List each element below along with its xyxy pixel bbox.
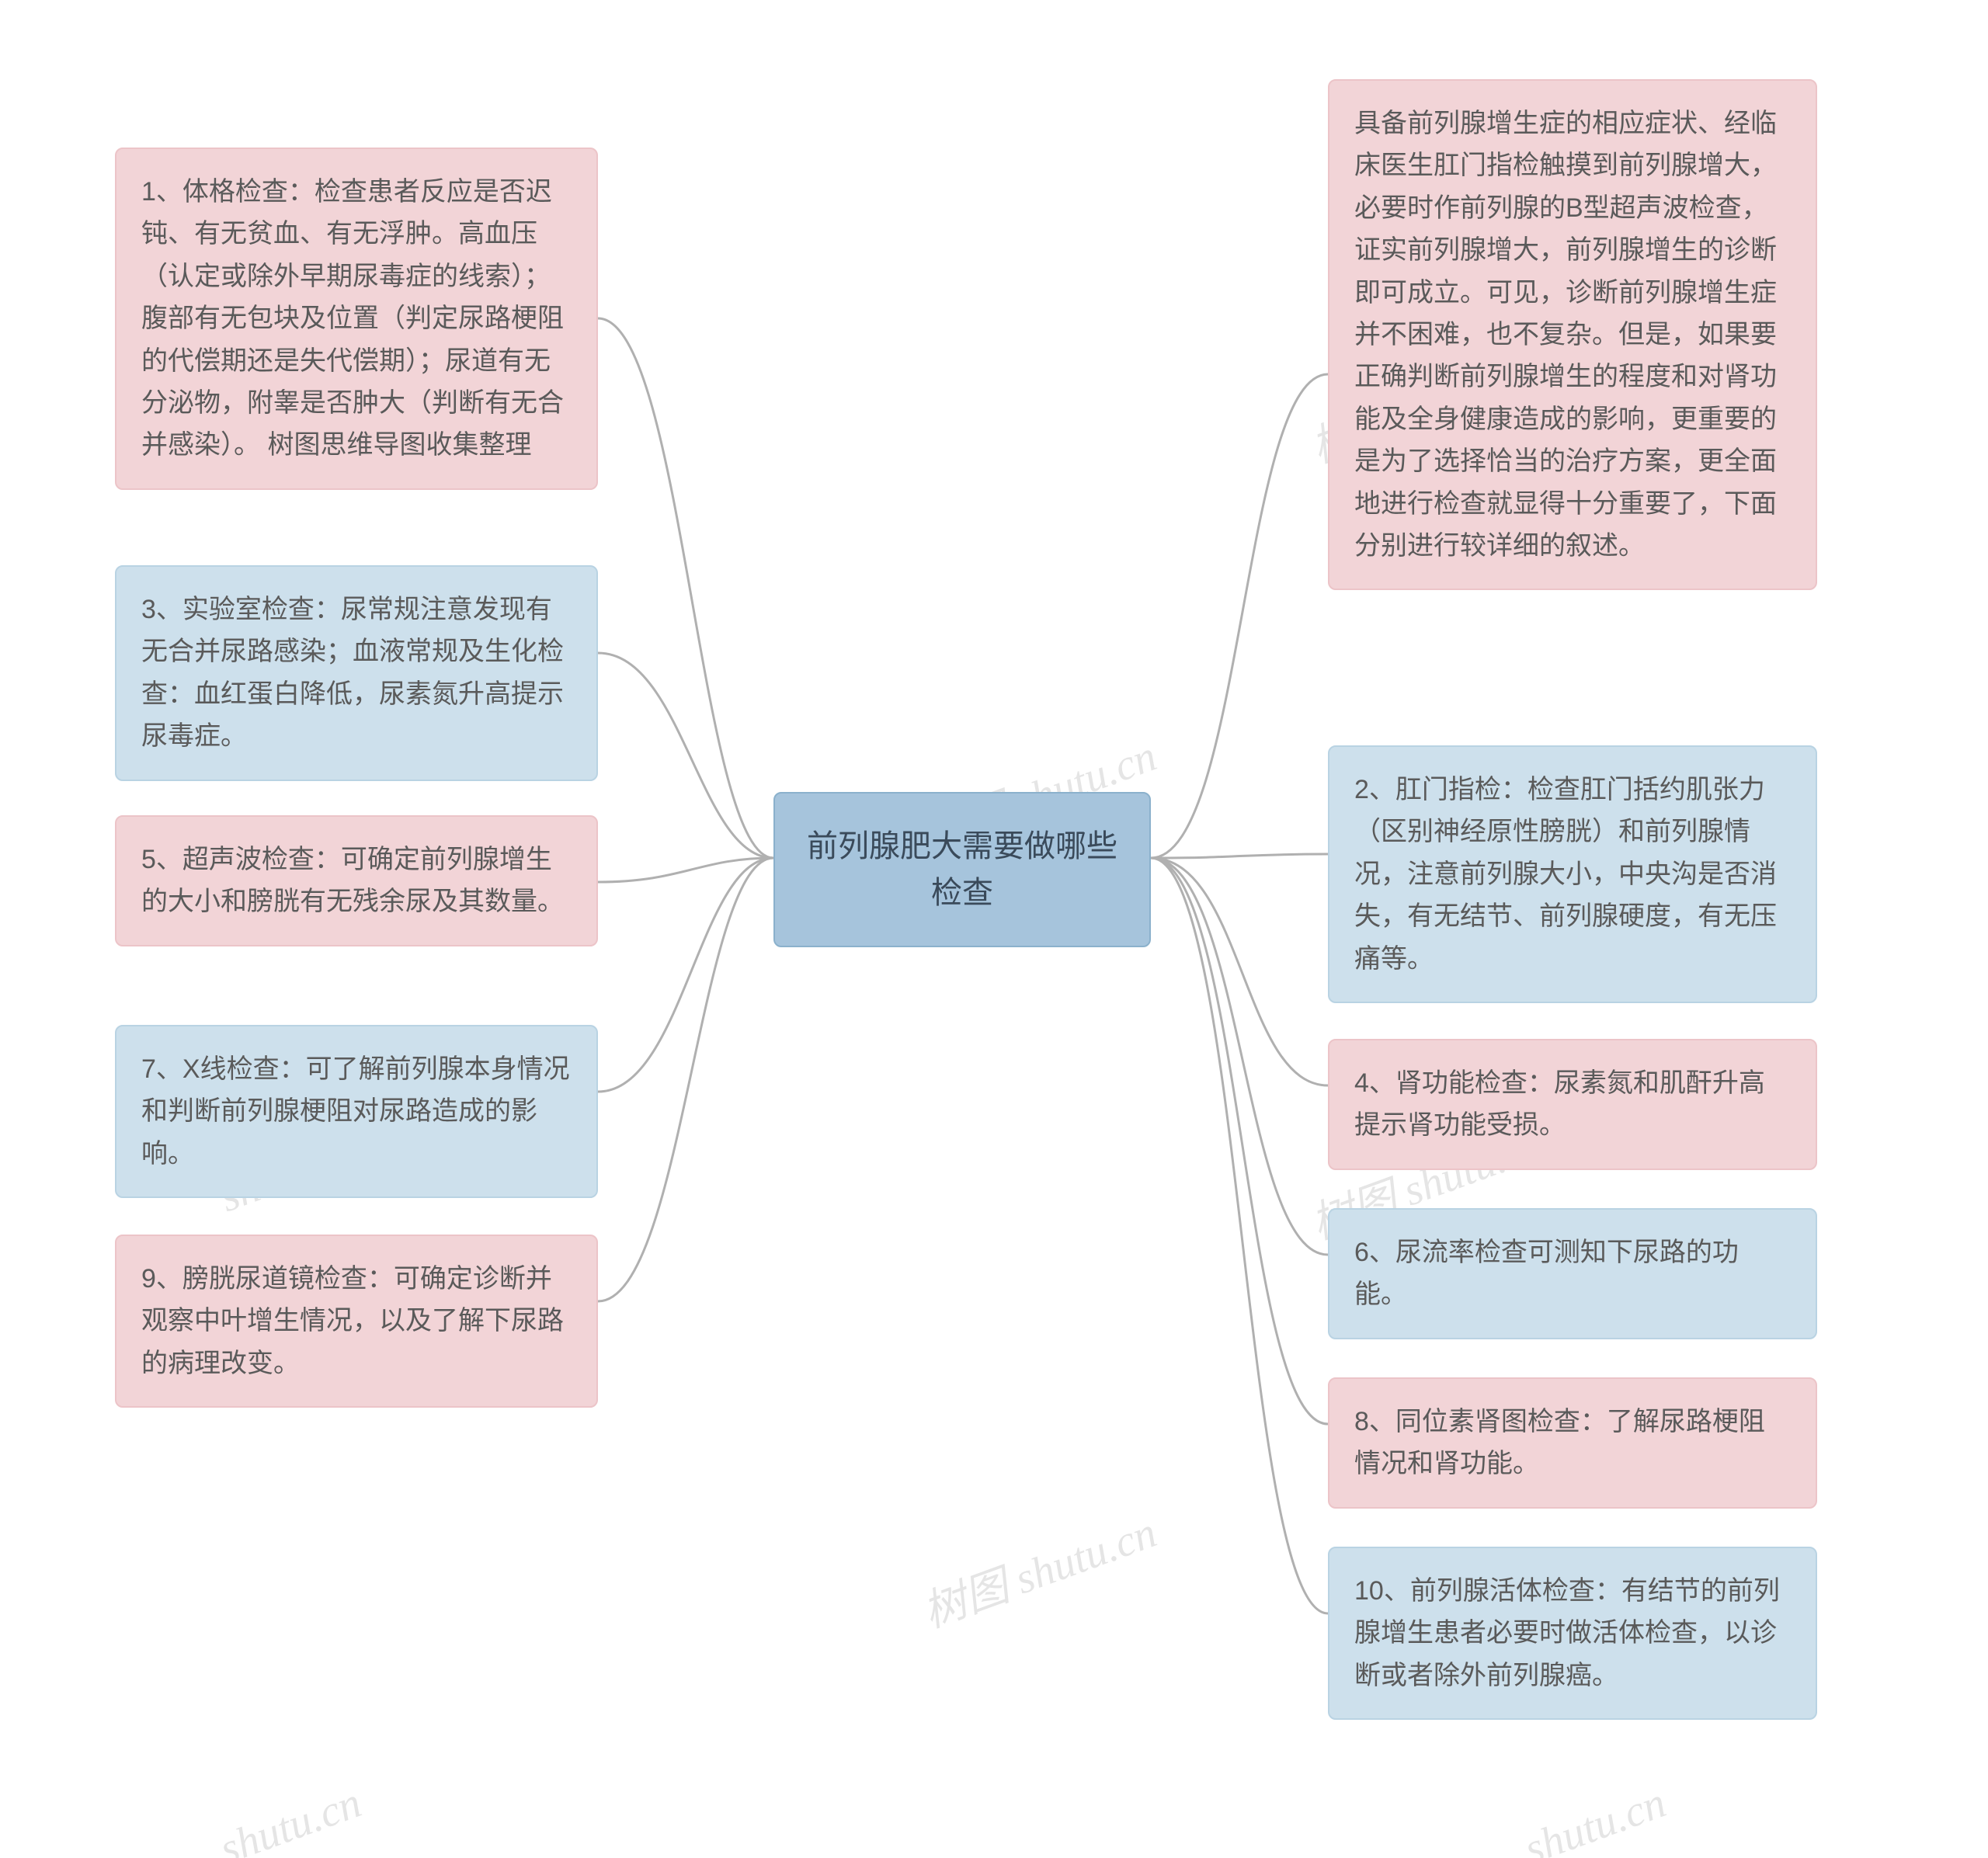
node-text: 2、肛门指检：检查肛门括约肌张力（区别神经原性膀胱）和前列腺情况，注意前列腺大小…	[1354, 775, 1777, 974]
left-node-3: 3、实验室检查：尿常规注意发现有无合并尿路感染；血液常规及生化检查：血红蛋白降低…	[115, 565, 598, 781]
node-text: 3、实验室检查：尿常规注意发现有无合并尿路感染；血液常规及生化检查：血红蛋白降低…	[141, 595, 564, 751]
node-text: 5、超声波检查：可确定前列腺增生的大小和膀胱有无残余尿及其数量。	[141, 845, 564, 916]
left-node-9: 9、膀胱尿道镜检查：可确定诊断并观察中叶增生情况，以及了解下尿路的病理改变。	[115, 1235, 598, 1408]
center-node-text: 前列腺肥大需要做哪些检查	[807, 829, 1117, 910]
left-node-7: 7、X线检查：可了解前列腺本身情况和判断前列腺梗阻对尿路造成的影响。	[115, 1025, 598, 1198]
node-text: 10、前列腺活体检查：有结节的前列腺增生患者必要时做活体检查，以诊断或者除外前列…	[1354, 1576, 1780, 1690]
left-node-5: 5、超声波检查：可确定前列腺增生的大小和膀胱有无残余尿及其数量。	[115, 815, 598, 946]
right-node-2: 2、肛门指检：检查肛门括约肌张力（区别神经原性膀胱）和前列腺情况，注意前列腺大小…	[1328, 745, 1817, 1003]
node-text: 4、肾功能检查：尿素氮和肌酐升高提示肾功能受损。	[1354, 1068, 1765, 1140]
right-node-4: 4、肾功能检查：尿素氮和肌酐升高提示肾功能受损。	[1328, 1039, 1817, 1170]
node-text: 具备前列腺增生症的相应症状、经临床医生肛门指检触摸到前列腺增大，必要时作前列腺的…	[1354, 109, 1777, 561]
right-node-10: 10、前列腺活体检查：有结节的前列腺增生患者必要时做活体检查，以诊断或者除外前列…	[1328, 1547, 1817, 1720]
right-node-intro: 具备前列腺增生症的相应症状、经临床医生肛门指检触摸到前列腺增大，必要时作前列腺的…	[1328, 79, 1817, 590]
mindmap-canvas: shutu.cn shutu.cn shutu.cn 树图 shutu.cn 树…	[0, 0, 1988, 1858]
node-text: 7、X线检查：可了解前列腺本身情况和判断前列腺梗阻对尿路造成的影响。	[141, 1054, 570, 1169]
node-text: 1、体格检查：检查患者反应是否迟钝、有无贫血、有无浮肿。高血压（认定或除外早期尿…	[141, 177, 564, 460]
right-node-6: 6、尿流率检查可测知下尿路的功能。	[1328, 1208, 1817, 1339]
node-text: 6、尿流率检查可测知下尿路的功能。	[1354, 1238, 1739, 1309]
center-node: 前列腺肥大需要做哪些检查	[773, 792, 1151, 947]
watermark: 树图 shutu.cn	[913, 1498, 1164, 1641]
watermark: shutu.cn	[214, 1778, 368, 1858]
node-text: 8、同位素肾图检查：了解尿路梗阻情况和肾功能。	[1354, 1407, 1765, 1478]
right-node-8: 8、同位素肾图检查：了解尿路梗阻情况和肾功能。	[1328, 1377, 1817, 1509]
watermark: shutu.cn	[1518, 1778, 1673, 1858]
node-text: 9、膀胱尿道镜检查：可确定诊断并观察中叶增生情况，以及了解下尿路的病理改变。	[141, 1264, 564, 1378]
left-node-1: 1、体格检查：检查患者反应是否迟钝、有无贫血、有无浮肿。高血压（认定或除外早期尿…	[115, 148, 598, 490]
